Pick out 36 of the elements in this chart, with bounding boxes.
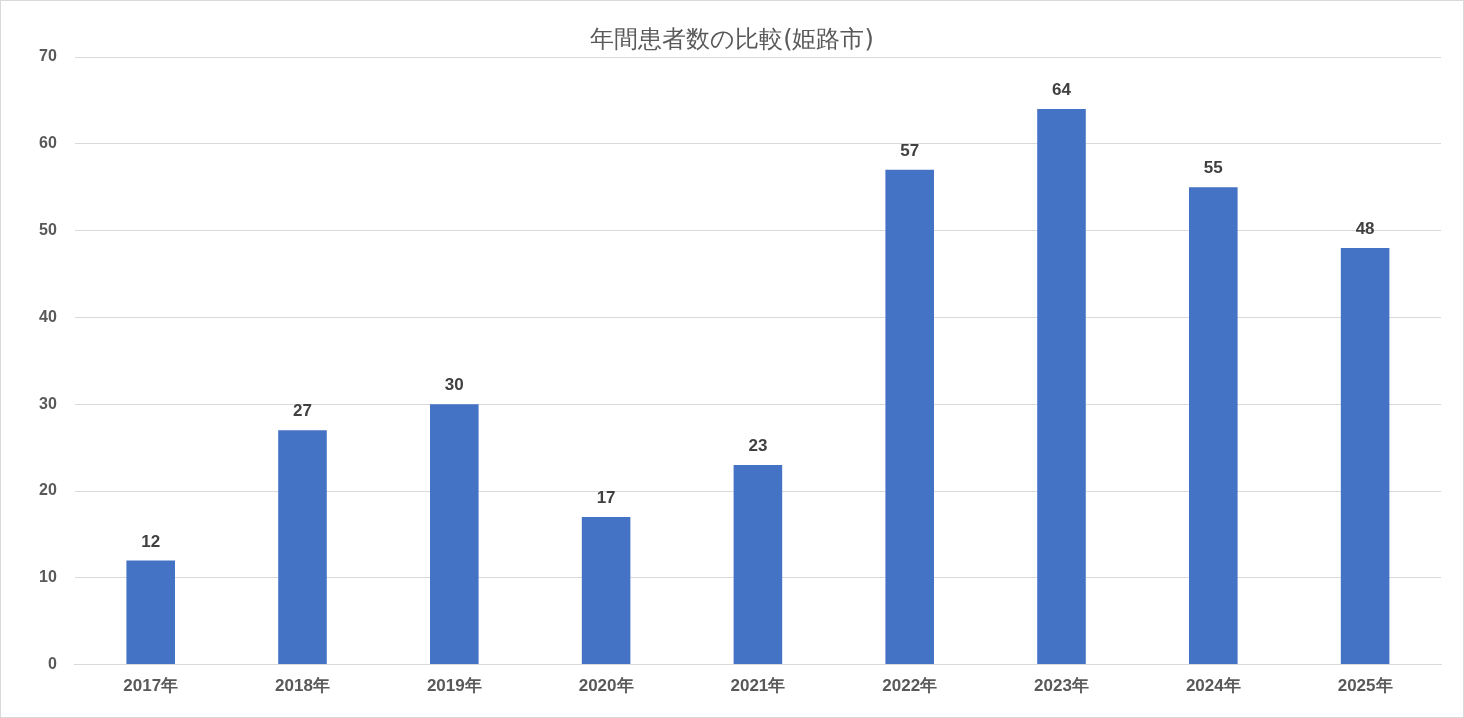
x-tick-label: 2018年	[275, 676, 330, 696]
bar	[1189, 187, 1238, 665]
x-tick-label: 2024年	[1185, 676, 1241, 696]
x-tick-label: 2023年	[1034, 676, 1089, 696]
data-label: 48	[1355, 219, 1375, 239]
y-tick-label: 40	[39, 307, 57, 325]
bar	[885, 169, 934, 665]
y-tick-label: 10	[39, 568, 57, 586]
data-label: 17	[596, 488, 616, 508]
x-tick-label: 2020年	[578, 676, 634, 696]
y-tick-label: 20	[39, 481, 57, 499]
bar	[1037, 109, 1086, 665]
bar	[581, 517, 631, 665]
x-tick-label: 2025年	[1337, 676, 1393, 696]
bar	[278, 430, 327, 665]
bar	[1340, 247, 1390, 665]
chart-title: 年間患者数の比較(姫路市)	[590, 25, 874, 53]
x-tick-label: 2017年	[123, 676, 179, 696]
data-label: 27	[293, 401, 312, 421]
y-tick-label: 0	[47, 655, 57, 673]
bar	[126, 560, 175, 665]
data-label: 64	[1052, 80, 1072, 100]
y-tick-label: 60	[39, 134, 57, 152]
x-tick-label: 2021年	[730, 676, 786, 696]
x-tick-label: 2019年	[426, 676, 482, 696]
data-label: 57	[900, 141, 920, 161]
data-label: 23	[748, 436, 768, 456]
data-label: 12	[141, 531, 161, 551]
bar	[430, 404, 479, 665]
x-tick-label: 2022年	[882, 676, 938, 696]
y-tick-label: 30	[39, 394, 57, 412]
data-label: 30	[444, 375, 464, 395]
data-label: 55	[1203, 158, 1223, 178]
y-tick-label: 50	[39, 221, 57, 239]
bar	[733, 464, 783, 665]
y-tick-label: 70	[39, 47, 57, 65]
